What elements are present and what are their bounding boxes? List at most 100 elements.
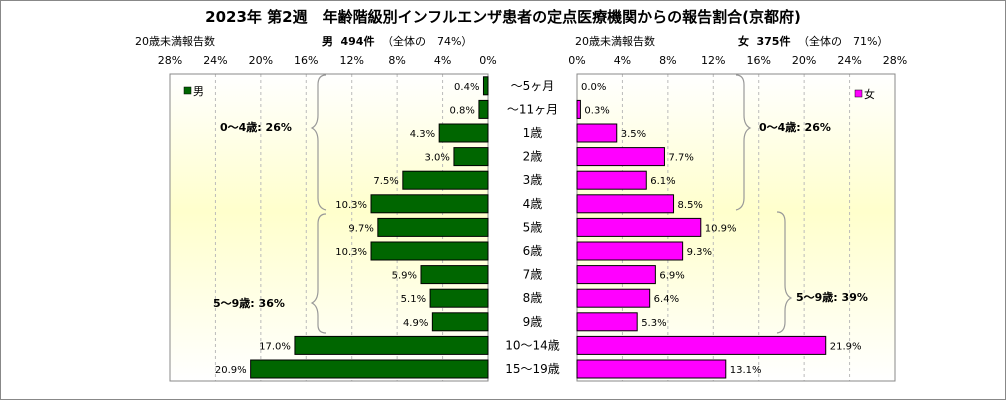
left-tick-label: 12% bbox=[339, 54, 363, 67]
right-tick-label: 28% bbox=[883, 54, 907, 67]
female-bar bbox=[576, 335, 827, 355]
left-tick-label: 0% bbox=[479, 54, 496, 67]
male-value-label: 17.0% bbox=[259, 341, 291, 352]
female-value-label: 8.5% bbox=[678, 200, 703, 211]
female-bar bbox=[576, 217, 702, 237]
right-tick-label: 24% bbox=[837, 54, 861, 67]
male-bar bbox=[250, 359, 489, 379]
female-value-label: 5.3% bbox=[641, 318, 666, 329]
male-bar bbox=[438, 123, 489, 143]
category-label: 9歳 bbox=[523, 315, 543, 329]
male-bar bbox=[431, 312, 489, 332]
male-value-label: 7.5% bbox=[373, 176, 398, 187]
female-value-label: 0.0% bbox=[581, 82, 606, 93]
male-bar bbox=[478, 99, 489, 119]
female-value-label: 7.7% bbox=[668, 153, 693, 164]
male-bar bbox=[429, 288, 489, 308]
female-value-label: 6.4% bbox=[654, 294, 679, 305]
male-value-labels: 0.4% 0.8% 4.3% 3.0% 7.5% 10.3% 9.7% 10.3% 5.9% 5.… bbox=[215, 82, 480, 376]
group-brackets bbox=[310, 74, 793, 334]
category-label: ～11ヶ月 bbox=[507, 102, 558, 116]
left-sub-label: 20歳未満報告数 bbox=[135, 35, 215, 48]
female-bar bbox=[576, 99, 581, 119]
category-label: 10～14歳 bbox=[505, 338, 560, 352]
female-bar bbox=[576, 241, 684, 261]
female-5-9-label: 5～9歳: 39% bbox=[796, 290, 868, 304]
female-value-label: 0.3% bbox=[584, 105, 609, 116]
male-value-label: 20.9% bbox=[215, 365, 247, 376]
female-bars bbox=[576, 99, 827, 379]
right-sub-label: 20歳未満報告数 bbox=[575, 35, 655, 48]
female-value-label: 6.9% bbox=[659, 271, 684, 282]
category-label: 4歳 bbox=[523, 197, 543, 211]
male-bar bbox=[370, 194, 489, 214]
female-legend-swatch bbox=[854, 89, 863, 98]
left-header-prefix: 男 bbox=[322, 35, 333, 48]
chart-title: 2023年 第2週 年齢階級別インフルエンザ患者の定点医療機関からの報告割合(京… bbox=[205, 8, 801, 26]
male-value-label: 5.1% bbox=[401, 294, 426, 305]
category-label: 2歳 bbox=[523, 150, 543, 164]
male-value-label: 9.7% bbox=[348, 223, 373, 234]
left-header: 男 494件 （全体の 74%） bbox=[322, 34, 472, 48]
left-tick-label: 24% bbox=[203, 54, 227, 67]
right-tick-label: 16% bbox=[746, 54, 770, 67]
right-tick-label: 20% bbox=[792, 54, 816, 67]
female-bar bbox=[576, 265, 656, 285]
left-axis-ticks: 0% 4% 8% 12% 16% 20% 24% 28% bbox=[158, 54, 497, 67]
male-0-4-label: 0～4歳: 26% bbox=[220, 120, 292, 134]
female-value-label: 13.1% bbox=[730, 365, 762, 376]
male-value-label: 10.3% bbox=[335, 200, 367, 211]
male-value-label: 0.8% bbox=[450, 105, 475, 116]
male-5-9-brace bbox=[310, 213, 327, 334]
category-label: 5歳 bbox=[523, 220, 543, 234]
right-header-prefix: 女 bbox=[738, 34, 749, 48]
male-bar bbox=[453, 147, 489, 167]
right-header-count: 375件 bbox=[757, 34, 791, 48]
male-legend: 男 bbox=[183, 85, 204, 98]
male-bar bbox=[294, 335, 489, 355]
category-label: 3歳 bbox=[523, 173, 543, 187]
male-value-label: 10.3% bbox=[335, 247, 367, 258]
category-label: 15～19歳 bbox=[505, 362, 560, 376]
male-bar bbox=[370, 241, 489, 261]
left-tick-label: 8% bbox=[388, 54, 405, 67]
male-value-label: 0.4% bbox=[454, 82, 479, 93]
right-axis-ticks: 0% 4% 8% 12% 16% 20% 24% 28% bbox=[568, 54, 907, 67]
female-value-label: 9.3% bbox=[687, 247, 712, 258]
female-0-4-brace bbox=[735, 74, 752, 211]
male-5-9-label: 5～9歳: 36% bbox=[213, 296, 285, 310]
right-header: 女 375件 （全体の 71%） bbox=[738, 34, 888, 48]
category-label: 8歳 bbox=[523, 291, 543, 305]
male-bar bbox=[377, 217, 489, 237]
right-tick-label: 4% bbox=[614, 54, 631, 67]
male-legend-label: 男 bbox=[193, 85, 204, 98]
female-bar bbox=[576, 194, 675, 214]
male-0-4-brace bbox=[310, 74, 327, 211]
category-label: 6歳 bbox=[523, 244, 543, 258]
right-header-suffix: （全体の 71%） bbox=[798, 34, 888, 48]
female-value-label: 21.9% bbox=[830, 341, 862, 352]
male-bar bbox=[420, 265, 489, 285]
female-0-4-label: 0～4歳: 26% bbox=[759, 120, 831, 134]
right-tick-label: 12% bbox=[701, 54, 725, 67]
female-value-label: 6.1% bbox=[650, 176, 675, 187]
left-header-count: 494件 bbox=[341, 34, 375, 48]
right-tick-label: 0% bbox=[568, 54, 585, 67]
male-value-label: 3.0% bbox=[425, 153, 450, 164]
female-bar bbox=[576, 288, 651, 308]
left-tick-label: 28% bbox=[158, 54, 182, 67]
category-label: 1歳 bbox=[523, 126, 543, 140]
male-value-label: 5.9% bbox=[392, 271, 417, 282]
female-bar bbox=[576, 147, 665, 167]
male-value-label: 4.9% bbox=[403, 318, 428, 329]
female-value-label: 10.9% bbox=[705, 223, 737, 234]
female-bar bbox=[576, 312, 638, 332]
category-labels: ～5ヶ月 ～11ヶ月 1歳 2歳 3歳 4歳 5歳 6歳 7歳 8歳 9歳 10～14歳 15～19歳 bbox=[505, 79, 560, 376]
female-bar bbox=[576, 359, 727, 379]
male-bar bbox=[482, 76, 489, 96]
left-tick-label: 16% bbox=[294, 54, 318, 67]
male-bars bbox=[250, 76, 489, 379]
category-label: 7歳 bbox=[523, 268, 543, 282]
left-tick-label: 4% bbox=[434, 54, 451, 67]
female-bar bbox=[576, 170, 647, 190]
